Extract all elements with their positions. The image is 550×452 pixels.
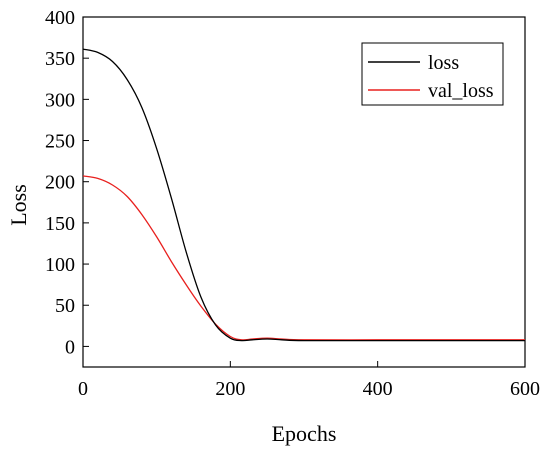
legend-label-loss: loss	[428, 52, 459, 74]
y-tick-label: 250	[45, 131, 75, 153]
y-tick-label: 200	[45, 172, 75, 194]
x-axis-ticks: 0 200 400 600	[78, 361, 540, 400]
legend-label-val-loss: val_loss	[428, 80, 494, 102]
series-lines	[82, 48, 525, 342]
series-line-val-loss	[82, 175, 525, 341]
y-axis-title: Loss	[6, 184, 31, 226]
y-tick-label: 400	[45, 7, 75, 29]
x-axis-title: Epochs	[272, 421, 337, 446]
y-tick-label: 350	[45, 48, 75, 70]
legend: loss val_loss	[361, 42, 504, 106]
y-tick-label: 50	[55, 295, 75, 317]
plot-frame	[82, 16, 526, 368]
x-tick-label: 600	[510, 378, 540, 400]
x-tick-label: 0	[78, 378, 88, 400]
legend-box	[361, 42, 504, 106]
x-tick-label: 400	[363, 378, 393, 400]
x-tick-label: 200	[215, 378, 245, 400]
y-tick-label: 100	[45, 254, 75, 276]
y-axis-ticks: 0 50 100 150 200 250 300 350 400	[45, 7, 89, 358]
y-tick-label: 300	[45, 89, 75, 111]
y-tick-label: 0	[65, 336, 75, 358]
series-line-loss	[82, 48, 525, 342]
y-tick-label: 150	[45, 213, 75, 235]
